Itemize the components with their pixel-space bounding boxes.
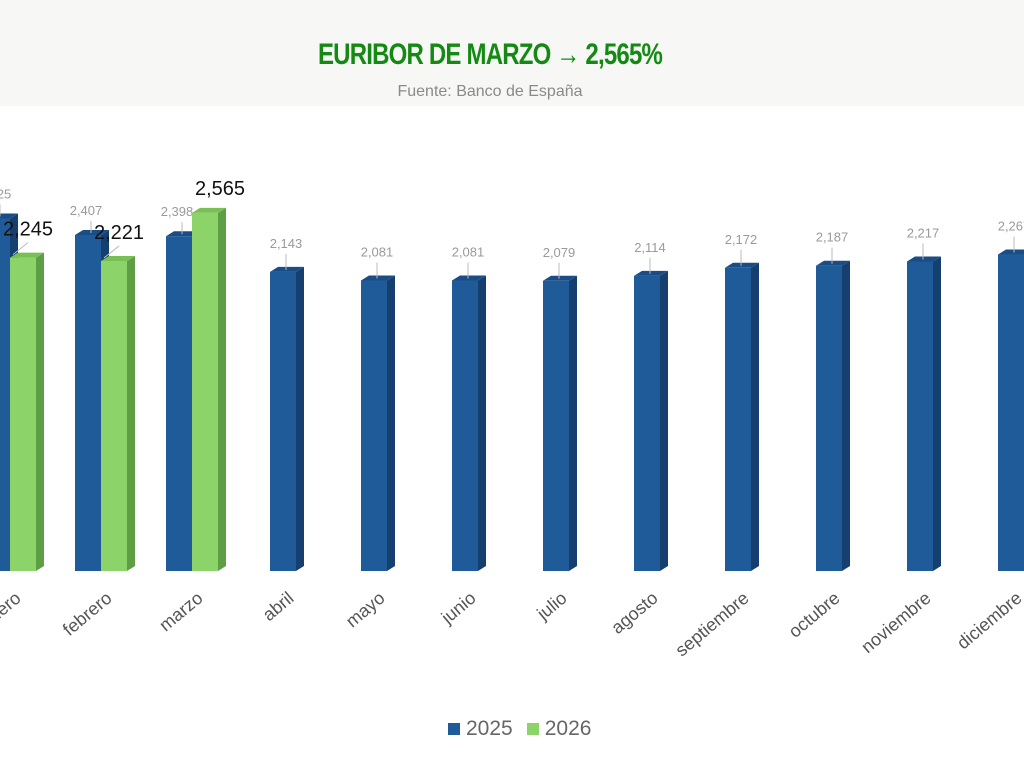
bar-front xyxy=(998,254,1024,571)
bar-side xyxy=(660,270,668,571)
data-label-2025: 2,525 xyxy=(0,187,11,202)
bar-front xyxy=(907,261,933,571)
bar-front xyxy=(634,275,660,571)
bar-top xyxy=(270,266,304,272)
data-label-2026: 2,245 xyxy=(3,219,53,241)
x-tick-label: junio xyxy=(437,588,480,628)
bar-top xyxy=(998,249,1024,255)
x-tick-label: febrero xyxy=(59,588,116,640)
bar-2026-enero xyxy=(10,252,44,571)
legend: 2025 2026 xyxy=(448,717,591,741)
bar-front xyxy=(361,280,387,571)
bar-side xyxy=(933,256,941,571)
bar-side xyxy=(387,275,395,571)
bar-top xyxy=(192,207,226,213)
bar-front xyxy=(725,267,751,571)
x-tick-label: mayo xyxy=(342,588,389,632)
x-tick-label: septiembre xyxy=(672,588,753,661)
data-label-2025: 2,398 xyxy=(161,204,194,219)
data-label-2025: 2,407 xyxy=(70,203,103,218)
bar-2026-febrero xyxy=(101,255,135,571)
bar-2025-agosto xyxy=(634,270,668,571)
bar-front xyxy=(101,260,127,571)
legend-swatch-2026 xyxy=(526,723,539,735)
x-tick-label: abril xyxy=(259,588,298,625)
bar-side xyxy=(127,255,135,571)
x-tick-label: agosto xyxy=(607,588,661,638)
data-label-2025: 2,187 xyxy=(816,230,849,245)
bar-front xyxy=(0,218,10,571)
bar-side xyxy=(218,207,226,571)
chart-header: EURIBOR DE MARZO → 2,565% Fuente: Banco … xyxy=(0,0,1024,106)
bar-top xyxy=(0,213,18,219)
bar-side xyxy=(842,260,850,571)
bar-front xyxy=(192,212,218,571)
legend-swatch-2025 xyxy=(448,723,460,735)
legend-item-2025[interactable]: 2025 xyxy=(448,717,513,741)
bar-side xyxy=(36,252,44,571)
bar-front xyxy=(10,257,36,571)
bar-top xyxy=(543,275,577,281)
bar-front xyxy=(543,280,569,571)
bar-top xyxy=(75,229,109,235)
bar-2026-marzo xyxy=(192,207,226,571)
bar-2025-noviembre xyxy=(907,256,941,571)
bar-2025-mayo xyxy=(361,275,395,571)
x-tick-label: octubre xyxy=(785,588,844,642)
bar-top xyxy=(634,270,668,276)
bar-front xyxy=(270,271,296,571)
data-label-2025: 2,079 xyxy=(543,245,576,260)
bar-2025-abril xyxy=(270,266,304,571)
data-label-2025: 2,143 xyxy=(270,236,303,251)
bar-front xyxy=(75,234,101,572)
bar-side xyxy=(478,275,486,571)
leader-line xyxy=(12,242,29,255)
data-label-2025: 2,267 xyxy=(998,219,1024,234)
x-tick-label: julio xyxy=(532,588,570,625)
bar-top xyxy=(452,275,486,281)
bar-top xyxy=(101,255,135,261)
bar-top xyxy=(361,275,395,281)
bar-side xyxy=(569,275,577,571)
chart-title: EURIBOR DE MARZO → 2,565% xyxy=(317,38,663,71)
bar-2025-julio xyxy=(543,275,577,571)
x-tick-label: enero xyxy=(0,588,25,633)
bar-top xyxy=(166,231,200,237)
bar-front xyxy=(816,265,842,571)
legend-label-2026: 2026 xyxy=(544,717,592,740)
x-tick-label: noviembre xyxy=(857,588,934,657)
data-label-2025: 2,081 xyxy=(452,244,485,259)
bar-side xyxy=(296,266,304,571)
bar-top xyxy=(725,262,759,268)
legend-item-2026[interactable]: 2026 xyxy=(526,717,592,741)
x-tick-label: marzo xyxy=(155,588,206,635)
bar-side xyxy=(751,262,759,571)
bar-2025-diciembre xyxy=(998,249,1024,571)
bar-2025-octubre xyxy=(816,260,850,571)
bar-top xyxy=(10,252,44,258)
data-label-2026: 2,221 xyxy=(94,222,144,244)
chart-subtitle: Fuente: Banco de España xyxy=(397,83,583,100)
leader-line xyxy=(103,245,120,259)
bar-front xyxy=(452,280,478,571)
legend-label-2025: 2025 xyxy=(466,717,513,740)
data-label-2025: 2,217 xyxy=(907,226,940,241)
bar-2025-junio xyxy=(452,275,486,571)
bar-2025-septiembre xyxy=(725,262,759,571)
bar-front xyxy=(166,236,192,571)
data-label-2026: 2,565 xyxy=(195,178,245,200)
bar-top xyxy=(816,260,850,266)
data-label-2025: 2,172 xyxy=(725,232,758,247)
bar-top xyxy=(907,256,941,262)
data-label-2025: 2,081 xyxy=(361,244,394,259)
x-tick-label: diciembre xyxy=(953,588,1024,653)
data-label-2025: 2,114 xyxy=(634,240,666,255)
